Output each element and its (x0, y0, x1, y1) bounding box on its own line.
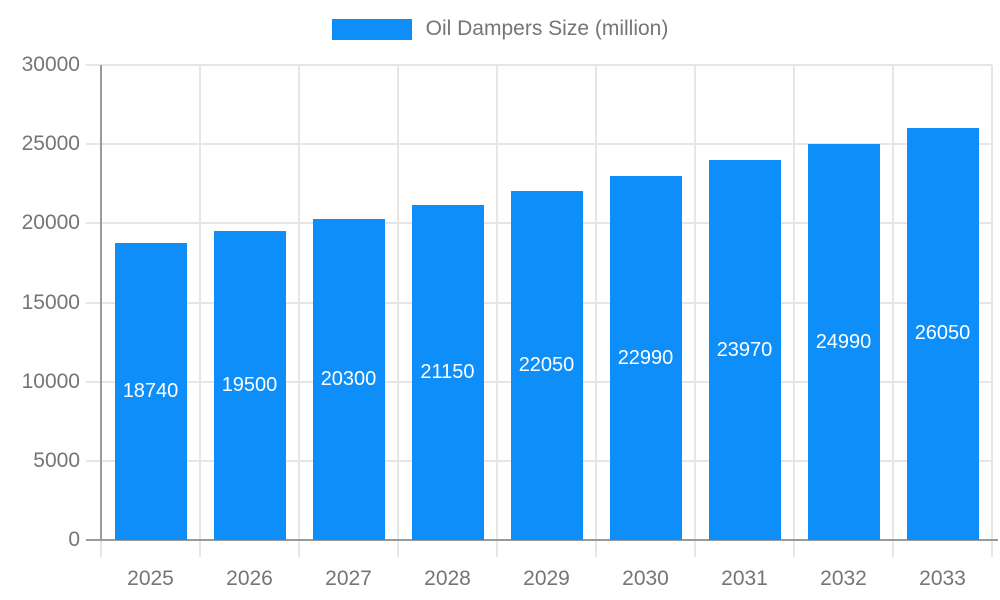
x-tick (397, 540, 399, 557)
x-gridline (298, 65, 300, 540)
bar-value-label: 19500 (221, 374, 278, 397)
bar-value-label: 20300 (320, 367, 377, 390)
x-axis-tick-label: 2030 (622, 567, 669, 590)
legend-swatch-icon (331, 18, 412, 40)
y-axis-tick-label: 0 (68, 528, 80, 551)
y-axis-tick-label: 5000 (33, 448, 80, 472)
bar-2027[interactable]: 20300 (312, 218, 385, 540)
bar-value-label: 26050 (914, 322, 971, 345)
x-axis-tick-label: 2025 (127, 567, 174, 590)
plot-area: 0 5000 10000 15000 20000 25000 30000 18740 2025 1… (22, 53, 998, 590)
y-gridline (101, 64, 992, 66)
x-tick (298, 540, 300, 557)
y-tick (86, 222, 101, 225)
bar-2031[interactable]: 23970 (708, 160, 781, 540)
bar-value-label: 24990 (815, 330, 872, 353)
x-tick (496, 540, 498, 557)
x-axis-line (86, 539, 998, 541)
x-gridline (199, 65, 201, 540)
x-axis-tick-label: 2031 (721, 567, 768, 590)
x-gridline (397, 65, 399, 540)
y-tick (86, 143, 101, 146)
bar-value-label: 22990 (617, 346, 674, 369)
x-axis-tick-label: 2027 (325, 567, 372, 590)
x-axis-tick-label: 2033 (919, 567, 966, 590)
x-tick (694, 540, 696, 557)
x-gridline (694, 65, 696, 540)
x-gridline (595, 65, 597, 540)
x-gridline (991, 65, 993, 540)
y-tick (86, 64, 101, 66)
x-tick (892, 540, 894, 557)
bar-2029[interactable]: 22050 (510, 190, 583, 540)
x-tick (100, 540, 102, 557)
y-tick (86, 301, 101, 304)
y-axis-tick-label: 25000 (21, 132, 80, 156)
y-gridline (101, 143, 992, 146)
bar-2025[interactable]: 18740 (114, 243, 187, 540)
x-axis-tick-label: 2028 (424, 567, 471, 590)
x-tick (199, 540, 201, 557)
bar-value-label: 23970 (716, 338, 773, 361)
x-axis-tick-label: 2032 (820, 567, 867, 590)
x-tick (595, 540, 597, 557)
x-gridline (793, 65, 795, 540)
x-gridline (892, 65, 894, 540)
x-tick (991, 540, 993, 557)
x-axis-tick-label: 2029 (523, 567, 570, 590)
y-axis-line (100, 65, 102, 540)
legend[interactable]: Oil Dampers Size (million) (0, 14, 1000, 44)
legend-label: Oil Dampers Size (million) (425, 17, 669, 40)
y-axis-tick-label: 10000 (21, 369, 80, 393)
x-gridline (496, 65, 498, 540)
x-tick (793, 540, 795, 557)
x-axis-tick-label: 2026 (226, 567, 273, 590)
bar-2028[interactable]: 21150 (411, 205, 484, 540)
bar-2026[interactable]: 19500 (213, 231, 286, 540)
y-tick (86, 459, 101, 462)
bar-2032[interactable]: 24990 (807, 144, 880, 540)
y-axis-tick-label: 20000 (21, 211, 80, 235)
bar-value-label: 22050 (518, 353, 575, 376)
bar-value-label: 18740 (122, 380, 179, 403)
bar-value-label: 21150 (420, 361, 475, 384)
y-axis-tick-label: 15000 (21, 290, 80, 314)
y-axis-tick-label: 30000 (21, 53, 80, 76)
bar-2030[interactable]: 22990 (609, 176, 682, 540)
bar-2033[interactable]: 26050 (906, 127, 979, 540)
y-tick (86, 380, 101, 383)
